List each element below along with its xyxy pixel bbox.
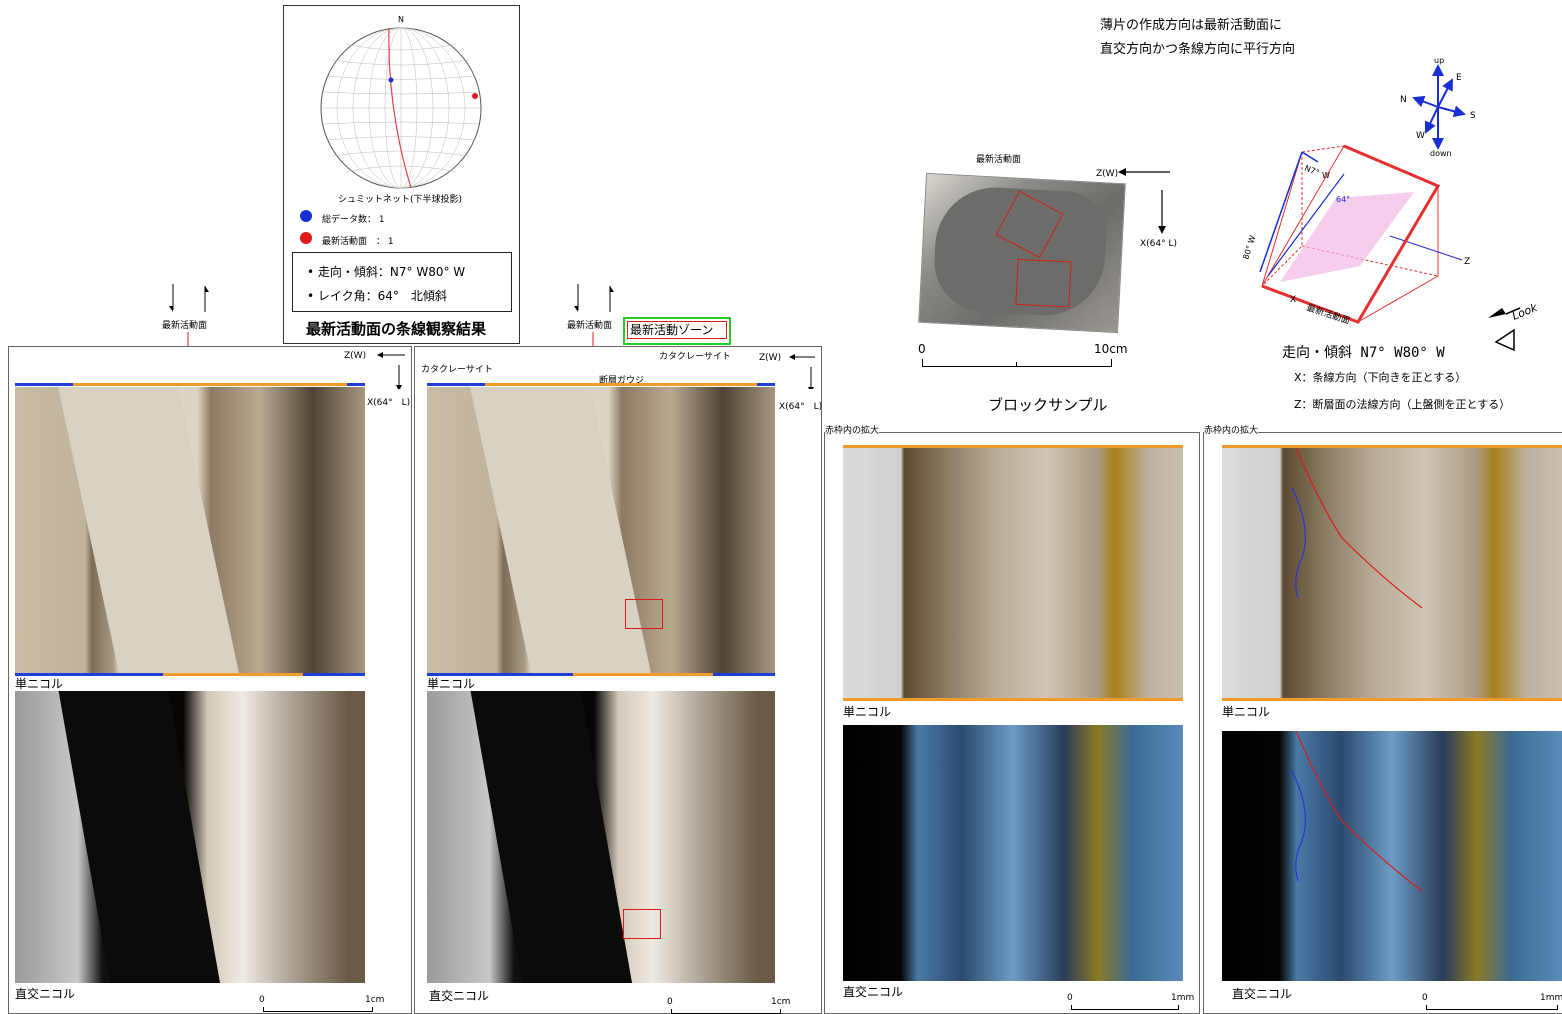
legend-latest: 最新活動面 ： 1 — [322, 237, 394, 247]
look-eye-icon: Look — [1488, 301, 1540, 352]
svg-text:Z: Z — [1464, 257, 1470, 267]
p2-plane-label: 最新活動面 — [567, 321, 613, 331]
stereonet-title: 最新活動面の条線観察結果 — [306, 320, 487, 338]
p2-z-label: Z(W) — [759, 353, 782, 363]
svg-text:W: W — [1416, 131, 1425, 141]
legend-red-dot — [300, 232, 312, 244]
p4-scale-1: 1mm — [1540, 993, 1562, 1003]
result-box: • 走向・傾斜：N7° W80° W • レイク角：64° 北傾斜 — [292, 252, 512, 312]
svg-text:最新活動面: 最新活動面 — [1305, 301, 1352, 326]
block-caption: ブロックサンプル — [988, 396, 1108, 414]
svg-text:Look: Look — [1510, 301, 1540, 323]
north-label: N — [398, 15, 404, 24]
latest-zone-box: 最新活動ゾーン — [623, 317, 731, 345]
svg-text:X: X — [1290, 295, 1296, 305]
svg-text:N: N — [1400, 95, 1407, 105]
p1-plane-label: 最新活動面 — [162, 321, 208, 331]
panel-3: 赤枠内の拡大 単ニコル 直交ニコル 0 1mm — [824, 423, 1200, 1014]
p2-red-box-bottom — [623, 909, 661, 939]
legend-total: 総データ数： 1 — [322, 215, 385, 225]
p2-single-nicol-photo — [427, 387, 775, 673]
compass-rose: up down N S E W — [1400, 56, 1476, 158]
diagram-strike-dip: 走向・傾斜 N7° W80° W — [1282, 345, 1445, 361]
p3-single-label: 単ニコル — [843, 705, 892, 719]
p3-single-nicol-photo — [843, 448, 1183, 698]
svg-text:down: down — [1430, 149, 1452, 158]
p2-x-label: X(64° L) — [779, 402, 823, 412]
p4-single-label: 単ニコル — [1222, 705, 1271, 719]
p2-cross-label: 直交ニコル — [429, 989, 490, 1003]
p2-red-box-top — [625, 599, 663, 629]
p3-cross-label: 直交ニコル — [843, 985, 904, 999]
strike-dip-text: • 走向・傾斜：N7° W80° W — [307, 265, 466, 279]
svg-text:E: E — [1456, 73, 1462, 83]
block-scale-bar — [922, 359, 1112, 367]
p1-single-label: 単ニコル — [15, 677, 64, 691]
block-scale-10: 10cm — [1094, 342, 1128, 356]
svg-text:S: S — [1470, 111, 1476, 121]
p1-shear-arrows — [169, 284, 209, 312]
p4-scale-0: 0 — [1422, 993, 1428, 1003]
p2-single-label: 単ニコル — [427, 677, 476, 691]
p2-cataclasite-1: カタクレーサイト — [421, 365, 493, 375]
p1-cross-nicol-photo — [15, 691, 365, 983]
p4-cross-label: 直交ニコル — [1232, 987, 1293, 1001]
fault-3d-diagram: N7° W 64° 80° W X 最新活動面 Z — [1241, 144, 1470, 327]
rake-text: • レイク角：64° 北傾斜 — [307, 289, 447, 303]
p1-z-label: Z(W) — [344, 351, 367, 361]
block-scale-0: 0 — [918, 342, 926, 356]
p4-cross-nicol-photo — [1222, 731, 1562, 981]
panel-1: Z(W) X(64° L) 単ニコル 直交ニコル 0 1cm — [8, 346, 412, 1014]
p1-scale-1: 1cm — [365, 995, 385, 1005]
p3-scale-1: 1mm — [1171, 993, 1195, 1003]
stereonet-box: N シュミットネット(下半球投影) 総データ数： 1 最新活動面 ： 1 • 走… — [283, 5, 520, 344]
diagram-x-definition: X：条線方向（下向きを正とする） — [1294, 371, 1467, 384]
p2-cross-nicol-photo — [427, 691, 775, 983]
svg-text:X(64° L): X(64° L) — [1140, 239, 1177, 249]
p1-x-label: X(64° L) — [367, 398, 411, 408]
p2-shear-arrows — [574, 284, 614, 312]
p2-gouge-label: 断層ガウジ — [599, 376, 645, 386]
p4-header: 赤枠内の拡大 — [1204, 423, 1259, 436]
p3-scale-0: 0 — [1067, 993, 1073, 1003]
block-plane-label: 最新活動面 — [976, 155, 1022, 165]
svg-text:W: W — [1322, 171, 1330, 180]
svg-text:64°: 64° — [1336, 195, 1350, 204]
diagram-z-definition: Z：断層面の法線方向（上盤側を正とする） — [1294, 398, 1511, 411]
svg-text:80° W: 80° W — [1241, 234, 1257, 260]
schmidt-net: N — [320, 15, 482, 189]
legend-blue-dot — [300, 210, 312, 222]
p2-scale-0: 0 — [667, 997, 673, 1007]
p3-header: 赤枠内の拡大 — [825, 423, 880, 436]
panel-4: 赤枠内の拡大 単ニコル 直交ニコル 0 1mm — [1203, 423, 1562, 1014]
p3-cross-nicol-photo — [843, 725, 1183, 981]
p2-cataclasite-2: カタクレーサイト — [659, 352, 731, 362]
p4-single-nicol-photo — [1222, 448, 1562, 698]
svg-text:up: up — [1434, 56, 1444, 65]
stereonet-caption: シュミットネット(下半球投影) — [338, 195, 463, 205]
p1-cross-label: 直交ニコル — [15, 987, 76, 1001]
panel-2: カタクレーサイト カタクレーサイト 断層ガウジ Z(W) X(64° L) 単ニ… — [414, 346, 822, 1014]
p2-scale-1: 1cm — [771, 997, 791, 1007]
note-line-1: 薄片の作成方向は最新活動面に — [1100, 18, 1283, 33]
p1-scale-0: 0 — [259, 995, 265, 1005]
svg-text:Z(W): Z(W) — [1096, 169, 1118, 179]
note-line-2: 直交方向かつ条線方向に平行方向 — [1100, 42, 1296, 57]
p1-single-nicol-photo — [15, 387, 365, 673]
block-axes: Z(W) X(64° L) — [1096, 168, 1177, 249]
svg-text:N7°: N7° — [1303, 164, 1320, 178]
